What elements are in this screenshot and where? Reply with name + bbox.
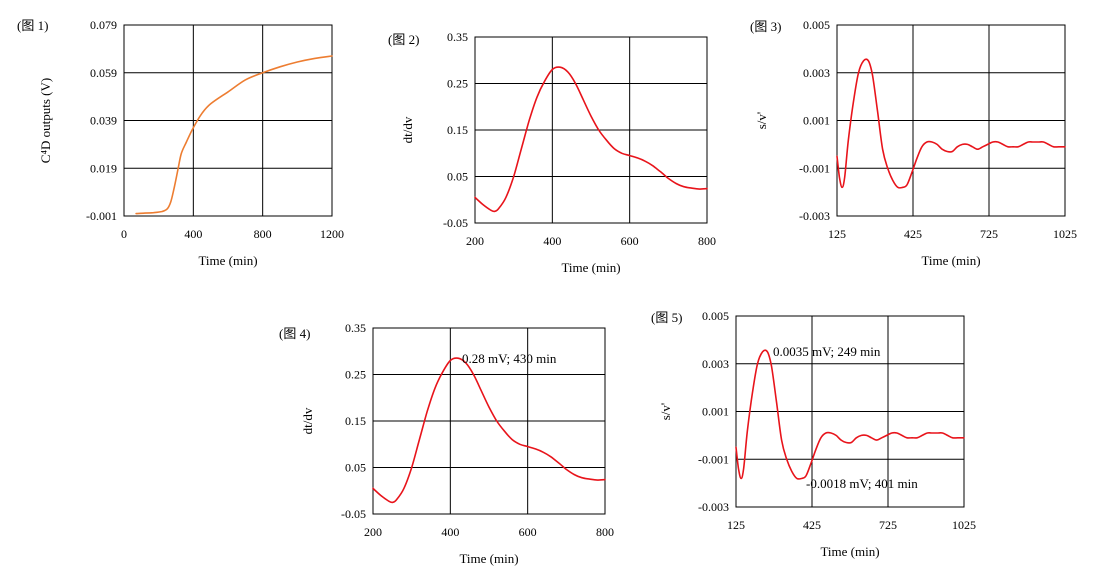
x-tick-label: 1025: [1053, 227, 1077, 241]
x-tick-label: 1200: [320, 227, 344, 241]
x-tick-label: 725: [980, 227, 998, 241]
x-tick-label: 725: [879, 518, 897, 532]
chart-5: 125 425 725 1025 -0.003 -0.001 0.001 0.003 0.005…: [651, 309, 976, 559]
x-tick-label: 600: [621, 234, 639, 248]
y-tick-label: 0.001: [803, 114, 830, 128]
x-tick-label: 1025: [952, 518, 976, 532]
series-line: [372, 357, 606, 504]
annotation-label: 0.28 mV; 430 min: [462, 351, 557, 366]
y-tick-label: -0.001: [86, 209, 117, 223]
y-tick-label: 0.003: [702, 357, 729, 371]
panel-label: (图 1): [17, 18, 48, 33]
chart-4: 200 400 600 800 -0.05 0.05 0.15 0.25 0.35 Time (m…: [279, 321, 614, 566]
panel-label: (图 2): [388, 32, 419, 47]
chart-2: 200 400 600 800 -0.05 0.05 0.15 0.25 0.35 Time (m…: [388, 30, 716, 275]
x-tick-label: 600: [519, 525, 537, 539]
y-tick-label: 0.003: [803, 66, 830, 80]
y-tick-label: 0.05: [447, 170, 468, 184]
x-tick-label: 200: [466, 234, 484, 248]
x-axis-label: Time (min): [198, 253, 257, 268]
x-tick-label: 200: [364, 525, 382, 539]
y-tick-label: 0.019: [90, 161, 117, 175]
series-line: [836, 58, 1066, 189]
x-axis-label: Time (min): [820, 544, 879, 559]
x-tick-label: 125: [727, 518, 745, 532]
y-tick-label: 0.25: [447, 77, 468, 91]
y-tick-label: 0.001: [702, 405, 729, 419]
y-axis-label: s/v': [754, 112, 769, 130]
y-tick-label: -0.05: [341, 507, 366, 521]
x-tick-label: 425: [803, 518, 821, 532]
y-axis-label: C⁴D outputs (V): [38, 78, 53, 163]
y-tick-label: -0.05: [443, 216, 468, 230]
y-tick-label: -0.001: [799, 161, 830, 175]
y-tick-label: 0.005: [702, 309, 729, 323]
x-tick-label: 800: [698, 234, 716, 248]
y-tick-label: 0.059: [90, 66, 117, 80]
plot-frame: [836, 24, 1066, 217]
y-tick-label: 0.15: [447, 123, 468, 137]
panel-label: (图 4): [279, 326, 310, 341]
chart-3: 125 425 725 1025 -0.003 -0.001 0.001 0.003 0.005…: [750, 18, 1077, 268]
x-tick-label: 800: [596, 525, 614, 539]
panel-label: (图 3): [750, 19, 781, 34]
plot-frame: [372, 327, 606, 515]
x-axis-label: Time (min): [561, 260, 620, 275]
y-axis-label: dt/dv: [300, 407, 315, 434]
x-axis-label: Time (min): [459, 551, 518, 566]
y-tick-label: 0.05: [345, 461, 366, 475]
x-tick-label: 425: [904, 227, 922, 241]
x-tick-label: 800: [254, 227, 272, 241]
plot-frame: [123, 24, 333, 217]
series-line: [735, 349, 965, 480]
y-axis-label: s/v': [658, 403, 673, 421]
annotation-label: -0.0018 mV; 401 min: [806, 476, 918, 491]
x-tick-label: 400: [543, 234, 561, 248]
series-line: [135, 55, 333, 215]
annotation-label: 0.0035 mV; 249 min: [773, 344, 881, 359]
x-tick-label: 400: [441, 525, 459, 539]
plot-frame: [735, 315, 965, 508]
x-tick-label: 0: [121, 227, 127, 241]
panel-label: (图 5): [651, 310, 682, 325]
series-line: [474, 66, 708, 213]
y-axis-label: dt/dv: [400, 116, 415, 143]
plot-frame: [474, 36, 708, 224]
y-tick-label: 0.15: [345, 414, 366, 428]
x-tick-label: 125: [828, 227, 846, 241]
x-axis-label: Time (min): [921, 253, 980, 268]
y-tick-label: -0.001: [698, 452, 729, 466]
y-tick-label: 0.35: [345, 321, 366, 335]
y-tick-label: -0.003: [698, 500, 729, 514]
y-tick-label: 0.25: [345, 368, 366, 382]
y-tick-label: 0.079: [90, 18, 117, 32]
y-tick-label: 0.039: [90, 114, 117, 128]
y-tick-label: 0.35: [447, 30, 468, 44]
y-tick-label: 0.005: [803, 18, 830, 32]
y-tick-label: -0.003: [799, 209, 830, 223]
x-tick-label: 400: [184, 227, 202, 241]
chart-1: 0 400 800 1200 -0.001 0.019 0.039 0.059 0.079 Tim…: [17, 18, 344, 268]
